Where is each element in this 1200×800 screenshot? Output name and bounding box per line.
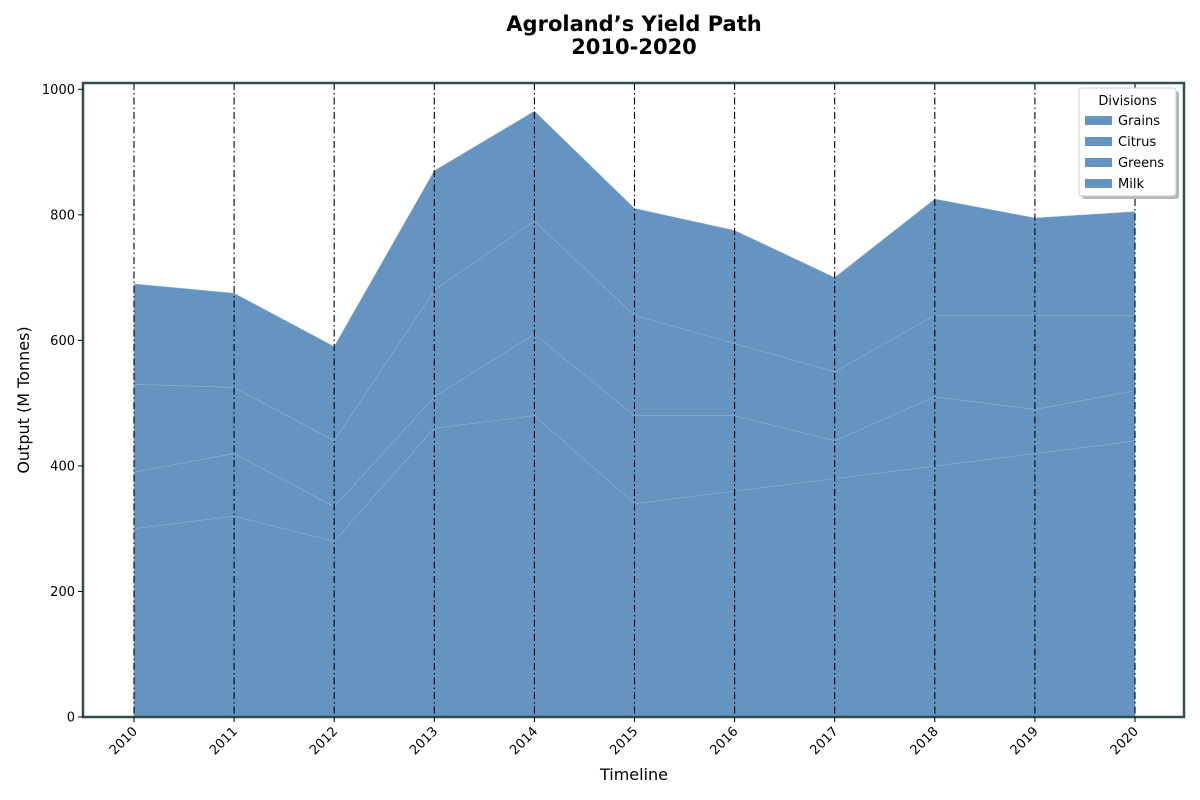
legend: Divisions Grains Citrus Greens Milk [1078, 87, 1179, 199]
x-axis-label: Timeline [599, 765, 668, 784]
legend-label-milk: Milk [1118, 177, 1144, 192]
legend-swatch-greens [1085, 158, 1112, 167]
y-axis: 0 200 400 600 800 1000 [42, 83, 83, 726]
chart-title: Agroland’s Yield Path 2010-2020 [506, 12, 761, 59]
chart-title-line2: 2010-2020 [571, 35, 697, 59]
y-axis-label: Output (M Tonnes) [14, 326, 33, 473]
legend-swatch-citrus [1085, 137, 1112, 146]
y-tick-label: 0 [67, 711, 75, 726]
x-tick-label: 2011 [207, 724, 241, 758]
x-tick-label: 2010 [107, 724, 141, 758]
legend-title: Divisions [1098, 94, 1157, 109]
x-tick-label: 2012 [307, 724, 341, 758]
legend-label-grains: Grains [1118, 114, 1160, 129]
chart-title-line1: Agroland’s Yield Path [506, 12, 761, 36]
legend-swatch-milk [1085, 179, 1112, 188]
legend-label-citrus: Citrus [1118, 135, 1156, 150]
x-axis: 2010 2011 2012 2013 2014 2015 2016 2017 2018 2019… [107, 717, 1142, 758]
y-tick-label: 1000 [42, 83, 75, 98]
y-tick-label: 800 [50, 208, 75, 223]
x-tick-label: 2019 [1008, 724, 1042, 758]
x-tick-label: 2015 [607, 724, 641, 758]
y-tick-label: 600 [50, 334, 75, 349]
gridlines [133, 83, 1136, 717]
y-tick-label: 400 [50, 459, 75, 474]
x-tick-label: 2018 [908, 724, 942, 758]
y-tick-label: 200 [50, 585, 75, 600]
x-tick-label: 2013 [407, 724, 441, 758]
x-tick-label: 2014 [507, 724, 541, 758]
legend-label-greens: Greens [1118, 156, 1164, 171]
plot-frame [81, 81, 1186, 719]
x-tick-label: 2017 [808, 724, 842, 758]
legend-swatch-grains [1085, 116, 1112, 125]
legend-box [1078, 87, 1177, 197]
x-tick-label: 2016 [707, 724, 741, 758]
x-tick-label: 2020 [1108, 724, 1142, 758]
